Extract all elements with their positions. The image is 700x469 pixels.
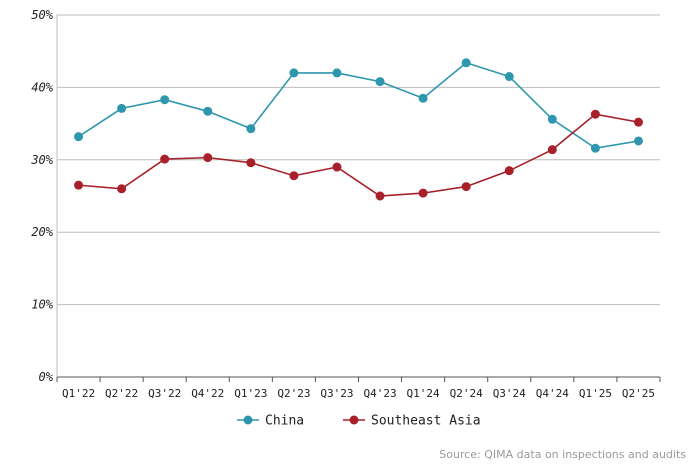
x-tick-label: Q2'25: [622, 387, 655, 400]
data-point: [246, 158, 256, 168]
x-tick-label: Q2'23: [277, 387, 310, 400]
x-tick-label: Q3'24: [493, 387, 526, 400]
data-point: [547, 145, 557, 155]
data-point: [504, 166, 514, 176]
x-tick-label: Q3'22: [148, 387, 181, 400]
y-axis-ticks: 0% 10% 20% 30% 40% 50%: [30, 8, 53, 384]
data-point: [160, 95, 170, 105]
x-tick-label: Q4'22: [191, 387, 224, 400]
series-china: [74, 58, 643, 153]
x-tick-label: Q3'23: [320, 387, 353, 400]
data-point: [289, 68, 299, 78]
data-point: [418, 93, 428, 103]
legend: China Southeast Asia: [237, 414, 481, 429]
data-point: [203, 153, 213, 163]
x-tick-label: Q1'23: [234, 387, 267, 400]
data-point: [633, 117, 643, 127]
y-tick-label: 0%: [39, 370, 54, 384]
data-point: [375, 191, 385, 201]
legend-item: China: [237, 414, 304, 429]
legend-swatch-marker: [349, 415, 359, 425]
data-point: [332, 162, 342, 172]
legend-swatch-marker: [243, 415, 253, 425]
source-note: Source: QIMA data on inspections and aud…: [439, 448, 686, 461]
data-point: [203, 106, 213, 116]
data-point: [246, 124, 256, 134]
legend-label: Southeast Asia: [371, 414, 481, 429]
y-tick-label: 20%: [31, 225, 53, 239]
data-point: [74, 180, 84, 190]
data-point: [504, 72, 514, 82]
data-point: [375, 77, 385, 87]
series-group: [74, 58, 643, 201]
data-point: [117, 184, 127, 194]
x-tick-label: Q4'24: [536, 387, 569, 400]
legend-label: China: [265, 414, 304, 429]
data-point: [633, 136, 643, 146]
data-point: [461, 182, 471, 192]
x-tick-label: Q4'23: [363, 387, 396, 400]
series-line: [78, 61, 639, 150]
x-tick-label: Q1'22: [62, 387, 95, 400]
data-point: [547, 114, 557, 124]
x-axis-ticks: Q1'22 Q2'22 Q3'22 Q4'22 Q1'23 Q2'23 Q3'23 Q4'23…: [56, 377, 661, 400]
grid-lines: [56, 14, 660, 378]
data-point: [160, 154, 170, 164]
series-line: [78, 113, 639, 197]
x-tick-label: Q2'24: [450, 387, 483, 400]
y-tick-label: 50%: [31, 8, 53, 22]
y-tick-label: 40%: [31, 80, 53, 94]
x-tick-label: Q1'24: [407, 387, 440, 400]
data-point: [289, 171, 299, 181]
x-tick-label: Q1'25: [579, 387, 612, 400]
legend-item: Southeast Asia: [343, 414, 481, 429]
y-tick-label: 10%: [31, 298, 53, 312]
data-point: [461, 58, 471, 68]
series-southeast-asia: [74, 109, 643, 201]
x-tick-label: Q2'22: [105, 387, 138, 400]
data-point: [590, 143, 600, 153]
data-point: [418, 188, 428, 198]
data-point: [74, 132, 84, 142]
data-point: [332, 68, 342, 78]
data-point: [590, 109, 600, 119]
data-point: [117, 103, 127, 113]
y-tick-label: 30%: [30, 153, 53, 167]
